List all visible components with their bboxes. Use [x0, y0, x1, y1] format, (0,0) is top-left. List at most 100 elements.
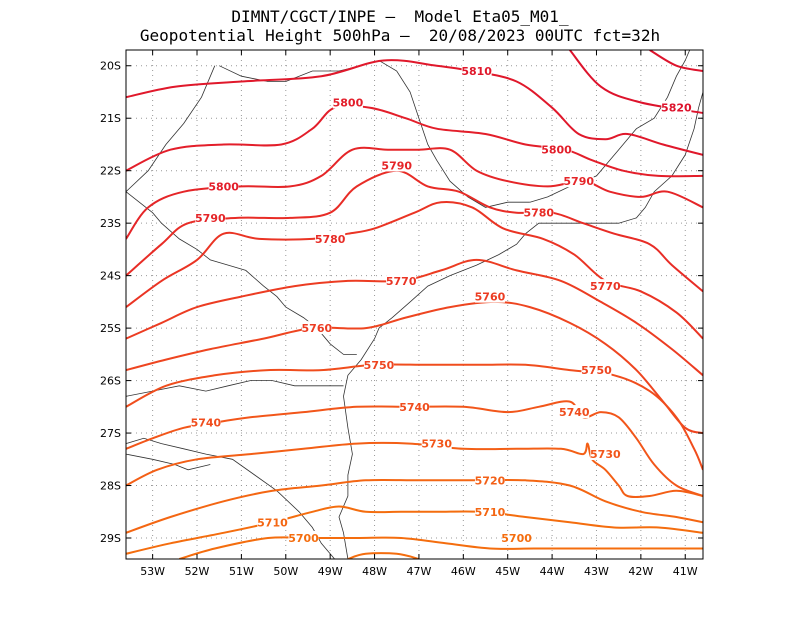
contour-label-bg: [523, 205, 554, 219]
lon-tick-label: 45W: [495, 565, 520, 578]
lat-tick-label: 24S: [100, 270, 121, 283]
contour-label-bg: [474, 504, 505, 518]
contour-label: 5760: [475, 291, 506, 304]
contour-label: 5810: [461, 65, 492, 78]
contour-label-bg: [332, 95, 363, 109]
contour-label-bg: [363, 357, 394, 371]
map-title-line-1: DIMNT/CGCT/INPE – Model Eta05_M01_: [231, 7, 569, 26]
contour-label-bg: [559, 405, 590, 419]
contour-label-bg: [315, 231, 346, 245]
contour-label: 5740: [559, 406, 590, 419]
lon-tick-label: 51W: [229, 565, 254, 578]
lat-tick-label: 22S: [100, 165, 121, 178]
contour-5700: [179, 536, 703, 559]
lat-tick-label: 20S: [100, 60, 121, 73]
contour-5760: [126, 258, 703, 377]
lon-tick-label: 44W: [540, 565, 565, 578]
contour-5810: [126, 59, 703, 156]
contour-label-bg: [257, 515, 288, 529]
contour-label: 5800: [333, 96, 364, 109]
contour-labels: 5810 5820 5800 5800 5800 5790 5790 5790 5780 5780…: [190, 63, 692, 545]
contour-label: 5720: [475, 474, 506, 487]
contour-5700: [126, 505, 703, 555]
latitude-axis: 20S 21S 22S 23S 24S 25S 26S 27S 28S 29S: [100, 60, 703, 545]
rio-grande: [126, 453, 211, 471]
contour-5740: [126, 363, 703, 471]
contour-label: 5800: [208, 180, 239, 193]
contour-label-bg: [581, 363, 612, 377]
contour-5750: [126, 300, 703, 435]
paraguay-border: [126, 191, 357, 355]
contour-label-bg: [195, 210, 226, 224]
contour-label: 5770: [590, 280, 621, 293]
contour-5800: [126, 104, 703, 178]
lon-tick-label: 50W: [273, 565, 298, 578]
sp-mg-border: [219, 60, 530, 208]
contour-label: 5820: [661, 102, 692, 115]
contour-label-bg: [501, 531, 532, 545]
plot-frame: [125, 49, 704, 560]
lon-tick-label: 42W: [628, 565, 653, 578]
contour-label-bg: [461, 63, 492, 77]
contour-label: 5700: [288, 532, 319, 545]
lat-tick-label: 23S: [100, 217, 121, 230]
ms-border: [126, 65, 216, 192]
contour-5820: [649, 50, 703, 72]
contour-label: 5710: [257, 516, 288, 529]
contour-label: 5780: [315, 233, 346, 246]
contour-lines: [126, 50, 703, 559]
contour-label-bg: [301, 321, 332, 335]
lon-tick-label: 53W: [140, 565, 165, 578]
contour-label-bg: [590, 279, 621, 293]
contour-label-bg: [541, 142, 572, 156]
contour-label: 5710: [475, 506, 506, 519]
lon-tick-label: 49W: [318, 565, 343, 578]
contour-label-bg: [399, 399, 430, 413]
lat-tick-label: 25S: [100, 322, 121, 335]
contour-5720: [126, 441, 703, 499]
contour-label: 5790: [563, 175, 594, 188]
contour-label: 5780: [523, 207, 554, 220]
lon-tick-label: 43W: [584, 565, 609, 578]
map-title-line-2: Geopotential Height 500hPa – 20/08/2023 …: [139, 26, 661, 45]
contour-label-bg: [474, 473, 505, 487]
contour-label-bg: [208, 179, 239, 193]
contour-label-bg: [661, 100, 692, 114]
lat-tick-label: 29S: [100, 532, 121, 545]
lat-tick-label: 21S: [100, 112, 121, 125]
coastlines-borders: [126, 50, 703, 559]
contour-label-bg: [288, 531, 319, 545]
contour-label: 5760: [302, 322, 333, 335]
contour-label: 5730: [590, 448, 621, 461]
contour-label: 5700: [501, 532, 532, 545]
contour-label-bg: [386, 273, 417, 287]
lon-tick-label: 52W: [185, 565, 210, 578]
contour-label-bg: [381, 158, 412, 172]
contour-label: 5800: [541, 144, 572, 157]
lon-tick-label: 47W: [407, 565, 432, 578]
lat-tick-label: 26S: [100, 375, 121, 388]
contour-label: 5750: [364, 359, 395, 372]
contour-label-bg: [421, 436, 452, 450]
contour-label-bg: [474, 289, 505, 303]
contour-label: 5740: [191, 417, 222, 430]
mg-rj-border: [529, 50, 691, 203]
longitude-axis: 53W 52W 51W 50W 49W 48W 47W 46W 45W 44W 43W 42W 41W: [140, 50, 698, 578]
lat-tick-label: 27S: [100, 427, 121, 440]
coastline: [338, 91, 703, 559]
lon-tick-label: 46W: [451, 565, 476, 578]
contour-label-bg: [190, 415, 221, 429]
contour-5780: [126, 169, 703, 293]
pr-sc-border: [126, 380, 344, 397]
contour-5700: [347, 552, 420, 559]
contour-label-bg: [563, 174, 594, 188]
contour-label: 5750: [581, 364, 612, 377]
lat-tick-label: 28S: [100, 480, 121, 493]
contour-label: 5730: [421, 438, 452, 451]
contour-label: 5790: [381, 159, 412, 172]
contour-label-bg: [590, 447, 621, 461]
contour-label: 5740: [399, 401, 430, 414]
contour-label: 5770: [386, 275, 417, 288]
sc-rs-border: [126, 437, 335, 559]
